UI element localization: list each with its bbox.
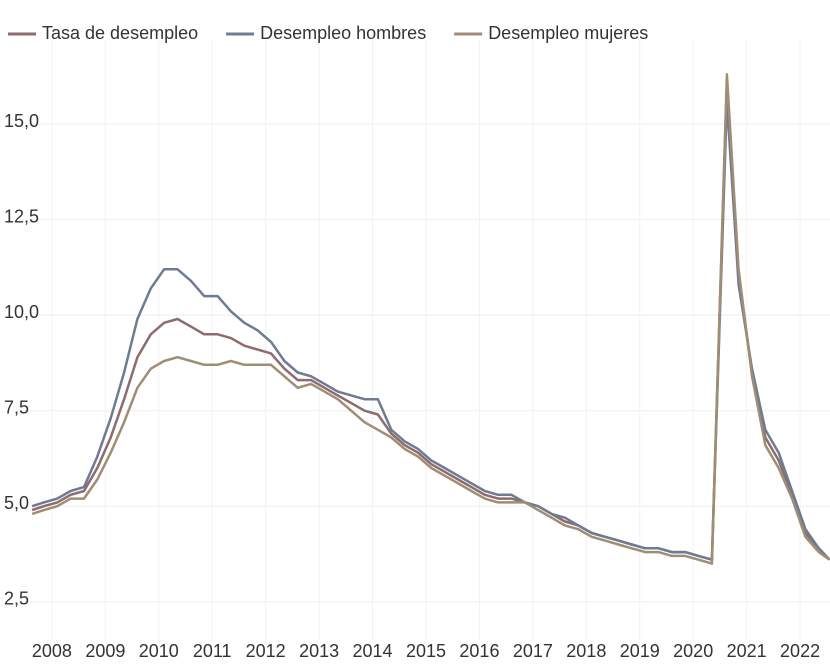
x-tick-label: 2013 (299, 641, 339, 661)
x-tick-label: 2011 (193, 641, 232, 661)
y-tick-label: 2,5 (4, 589, 29, 609)
y-tick-label: 5,0 (4, 493, 29, 513)
y-tick-label: 10,0 (4, 302, 39, 322)
x-tick-label: 2021 (727, 641, 767, 661)
x-tick-label: 2017 (513, 641, 553, 661)
y-tick-label: 7,5 (4, 397, 29, 417)
legend-label: Desempleo hombres (260, 23, 426, 43)
series-line (31, 80, 830, 561)
x-tick-label: 2019 (620, 641, 660, 661)
y-tick-label: 12,5 (4, 206, 39, 226)
x-tick-label: 2018 (566, 641, 606, 661)
series-line (31, 99, 830, 561)
y-tick-label: 15,0 (4, 111, 39, 131)
x-tick-label: 2015 (406, 641, 446, 661)
x-tick-label: 2014 (353, 641, 393, 661)
x-tick-label: 2022 (780, 641, 820, 661)
legend-label: Desempleo mujeres (488, 23, 648, 43)
series-line (31, 73, 830, 565)
x-tick-label: 2010 (139, 641, 179, 661)
x-tick-label: 2012 (246, 641, 286, 661)
legend-label: Tasa de desempleo (42, 23, 198, 43)
x-tick-label: 2016 (459, 641, 499, 661)
x-tick-label: 2020 (673, 641, 713, 661)
x-tick-label: 2008 (32, 641, 72, 661)
x-tick-label: 2009 (85, 641, 125, 661)
